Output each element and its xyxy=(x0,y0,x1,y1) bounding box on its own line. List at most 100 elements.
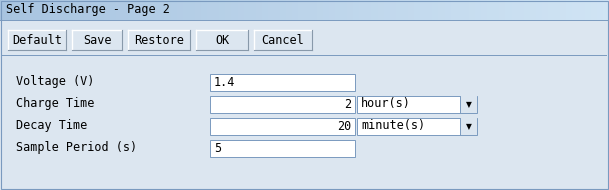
FancyBboxPatch shape xyxy=(79,0,85,20)
Text: 20: 20 xyxy=(337,120,351,132)
FancyBboxPatch shape xyxy=(30,0,37,20)
FancyBboxPatch shape xyxy=(225,0,231,20)
FancyBboxPatch shape xyxy=(579,0,585,20)
FancyBboxPatch shape xyxy=(207,0,213,20)
Text: Save: Save xyxy=(83,33,111,47)
FancyBboxPatch shape xyxy=(396,0,402,20)
FancyBboxPatch shape xyxy=(219,0,225,20)
FancyBboxPatch shape xyxy=(384,0,390,20)
FancyBboxPatch shape xyxy=(49,0,55,20)
FancyBboxPatch shape xyxy=(158,0,164,20)
FancyBboxPatch shape xyxy=(304,0,311,20)
FancyBboxPatch shape xyxy=(213,0,219,20)
FancyBboxPatch shape xyxy=(231,0,238,20)
FancyBboxPatch shape xyxy=(244,0,250,20)
FancyBboxPatch shape xyxy=(97,0,104,20)
FancyBboxPatch shape xyxy=(347,0,353,20)
Text: OK: OK xyxy=(215,33,229,47)
FancyBboxPatch shape xyxy=(438,0,445,20)
Text: Decay Time: Decay Time xyxy=(16,120,87,132)
FancyBboxPatch shape xyxy=(554,0,560,20)
FancyBboxPatch shape xyxy=(536,0,542,20)
FancyBboxPatch shape xyxy=(311,0,317,20)
FancyBboxPatch shape xyxy=(140,0,146,20)
FancyBboxPatch shape xyxy=(524,0,530,20)
FancyBboxPatch shape xyxy=(469,0,475,20)
FancyBboxPatch shape xyxy=(18,0,24,20)
FancyBboxPatch shape xyxy=(171,0,177,20)
FancyBboxPatch shape xyxy=(67,0,73,20)
FancyBboxPatch shape xyxy=(457,0,463,20)
FancyBboxPatch shape xyxy=(24,0,30,20)
FancyBboxPatch shape xyxy=(177,0,183,20)
FancyBboxPatch shape xyxy=(274,0,280,20)
FancyBboxPatch shape xyxy=(493,0,499,20)
FancyBboxPatch shape xyxy=(505,0,512,20)
FancyBboxPatch shape xyxy=(37,0,43,20)
Text: Restore: Restore xyxy=(134,33,184,47)
Text: Self Discharge - Page 2: Self Discharge - Page 2 xyxy=(6,3,170,17)
FancyBboxPatch shape xyxy=(572,0,579,20)
FancyBboxPatch shape xyxy=(210,117,355,135)
FancyBboxPatch shape xyxy=(566,0,572,20)
FancyBboxPatch shape xyxy=(463,0,469,20)
FancyBboxPatch shape xyxy=(183,0,189,20)
Text: 1.4: 1.4 xyxy=(214,75,235,89)
FancyBboxPatch shape xyxy=(591,0,597,20)
FancyBboxPatch shape xyxy=(499,0,505,20)
FancyBboxPatch shape xyxy=(323,0,329,20)
FancyBboxPatch shape xyxy=(254,30,312,50)
FancyBboxPatch shape xyxy=(210,74,355,90)
FancyBboxPatch shape xyxy=(298,0,304,20)
FancyBboxPatch shape xyxy=(357,117,477,135)
FancyBboxPatch shape xyxy=(85,0,91,20)
FancyBboxPatch shape xyxy=(460,96,477,112)
Text: Default: Default xyxy=(12,33,62,47)
FancyBboxPatch shape xyxy=(408,0,414,20)
FancyBboxPatch shape xyxy=(329,0,335,20)
FancyBboxPatch shape xyxy=(420,0,426,20)
FancyBboxPatch shape xyxy=(91,0,97,20)
Text: Cancel: Cancel xyxy=(262,33,304,47)
FancyBboxPatch shape xyxy=(256,0,262,20)
FancyBboxPatch shape xyxy=(378,0,384,20)
FancyBboxPatch shape xyxy=(548,0,554,20)
FancyBboxPatch shape xyxy=(487,0,493,20)
FancyBboxPatch shape xyxy=(317,0,323,20)
Text: Voltage (V): Voltage (V) xyxy=(16,75,94,89)
FancyBboxPatch shape xyxy=(451,0,457,20)
FancyBboxPatch shape xyxy=(12,0,18,20)
FancyBboxPatch shape xyxy=(530,0,536,20)
FancyBboxPatch shape xyxy=(0,0,6,20)
FancyBboxPatch shape xyxy=(201,0,207,20)
Text: 5: 5 xyxy=(214,142,221,154)
FancyBboxPatch shape xyxy=(597,0,603,20)
FancyBboxPatch shape xyxy=(286,0,292,20)
FancyBboxPatch shape xyxy=(518,0,524,20)
FancyBboxPatch shape xyxy=(210,96,355,112)
FancyBboxPatch shape xyxy=(238,0,244,20)
FancyBboxPatch shape xyxy=(128,30,190,50)
FancyBboxPatch shape xyxy=(357,96,477,112)
FancyBboxPatch shape xyxy=(359,0,365,20)
FancyBboxPatch shape xyxy=(280,0,286,20)
FancyBboxPatch shape xyxy=(426,0,432,20)
FancyBboxPatch shape xyxy=(104,0,110,20)
FancyBboxPatch shape xyxy=(122,0,128,20)
FancyBboxPatch shape xyxy=(402,0,408,20)
FancyBboxPatch shape xyxy=(72,30,122,50)
FancyBboxPatch shape xyxy=(189,0,195,20)
FancyBboxPatch shape xyxy=(371,0,378,20)
FancyBboxPatch shape xyxy=(196,30,248,50)
FancyBboxPatch shape xyxy=(43,0,49,20)
FancyBboxPatch shape xyxy=(55,0,61,20)
FancyBboxPatch shape xyxy=(152,0,158,20)
FancyBboxPatch shape xyxy=(110,0,116,20)
FancyBboxPatch shape xyxy=(414,0,420,20)
FancyBboxPatch shape xyxy=(73,0,79,20)
FancyBboxPatch shape xyxy=(542,0,548,20)
FancyBboxPatch shape xyxy=(585,0,591,20)
FancyBboxPatch shape xyxy=(560,0,566,20)
Text: Sample Period (s): Sample Period (s) xyxy=(16,142,137,154)
FancyBboxPatch shape xyxy=(353,0,359,20)
